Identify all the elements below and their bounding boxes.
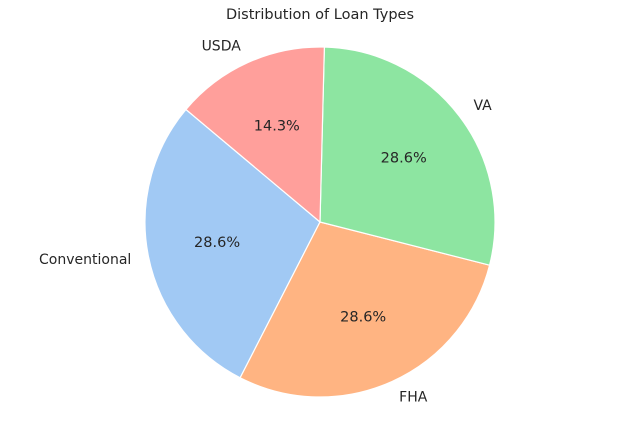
slice-label-conventional: Conventional — [39, 252, 131, 268]
pct-label-va: 28.6% — [381, 151, 427, 167]
pct-label-usda: 14.3% — [254, 118, 300, 134]
pie-slice-fha — [239, 221, 491, 398]
pct-label-fha: 28.6% — [340, 310, 386, 326]
pie-slice-usda — [185, 46, 325, 224]
pie-slice-conventional — [144, 108, 321, 379]
slice-label-va: VA — [473, 98, 492, 114]
slice-label-fha: FHA — [399, 389, 428, 405]
pct-label-conventional: 28.6% — [194, 235, 240, 251]
pie-slice-va — [319, 46, 496, 266]
slice-label-usda: USDA — [202, 39, 242, 55]
chart-title: Distribution of Loan Types — [225, 7, 415, 23]
